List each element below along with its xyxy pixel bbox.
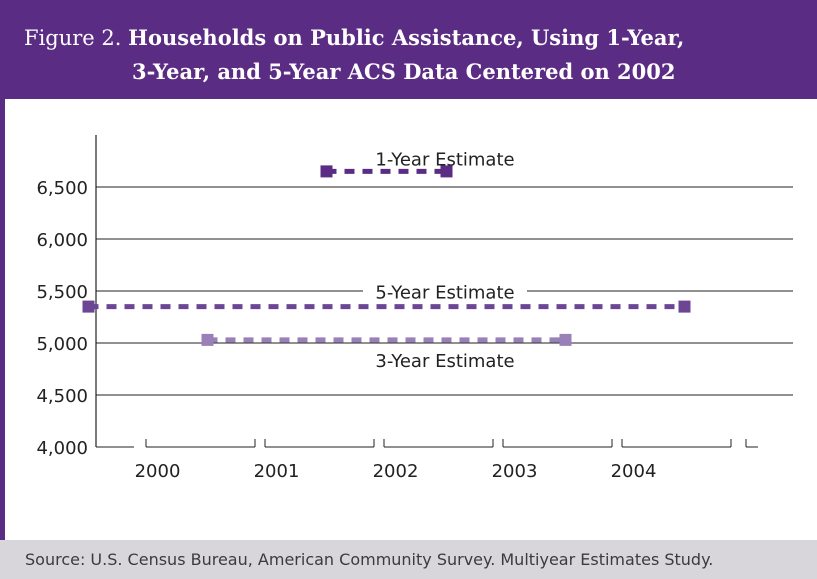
x-tick-label: 2003 — [492, 461, 538, 482]
title-line-2: 3-Year, and 5-Year ACS Data Centered on … — [132, 59, 676, 85]
y-tick-label: 5,500 — [36, 282, 88, 303]
title-line-1: Figure 2. Households on Public Assistanc… — [24, 25, 684, 51]
chart-title-line-2: 3-Year, and 5-Year ACS Data Centered on … — [132, 59, 676, 84]
3-year-estimate-end-marker — [559, 333, 572, 346]
y-tick-label: 6,000 — [36, 230, 88, 251]
y-tick-label: 5,000 — [36, 334, 88, 355]
y-tick-label: 4,500 — [36, 386, 88, 407]
5-year-estimate-label: 5-Year Estimate — [375, 283, 514, 304]
footer: Source: U.S. Census Bureau, American Com… — [0, 540, 817, 579]
1-year-estimate-start-marker — [320, 165, 333, 178]
x-tick-label: 2002 — [373, 461, 419, 482]
gridlines — [96, 186, 793, 396]
y-tick-label: 6,500 — [36, 178, 88, 199]
figure-label: Figure 2. — [24, 26, 122, 50]
y-tick-label: 4,000 — [36, 438, 88, 459]
x-tick-label: 2000 — [135, 461, 181, 482]
x-tick-label: 2001 — [254, 461, 300, 482]
chart-title-line-1: Households on Public Assistance, Using 1… — [128, 25, 685, 50]
1-year-estimate-end-marker — [440, 165, 453, 178]
series-layer: 1-Year Estimate 5-Year Estimate 3-Year Est… — [82, 149, 691, 372]
3-year-estimate-label: 3-Year Estimate — [375, 351, 514, 372]
1-year-estimate-label: 1-Year Estimate — [375, 149, 514, 170]
5-year-estimate-label-bg — [363, 281, 527, 304]
3-year-estimate-start-marker — [201, 333, 214, 346]
figure-header: Figure 2. Households on Public Assistanc… — [0, 0, 817, 99]
5-year-estimate-end-marker — [678, 300, 691, 313]
x-axis: 2000 2001 2002 2003 2004 — [96, 439, 758, 482]
5-year-estimate-start-marker — [82, 300, 95, 313]
source-note: Source: U.S. Census Bureau, American Com… — [25, 550, 714, 569]
y-axis-ticks: 4,000 4,500 5,000 5,500 6,000 6,500 — [36, 135, 97, 459]
x-tick-label: 2004 — [611, 461, 657, 482]
